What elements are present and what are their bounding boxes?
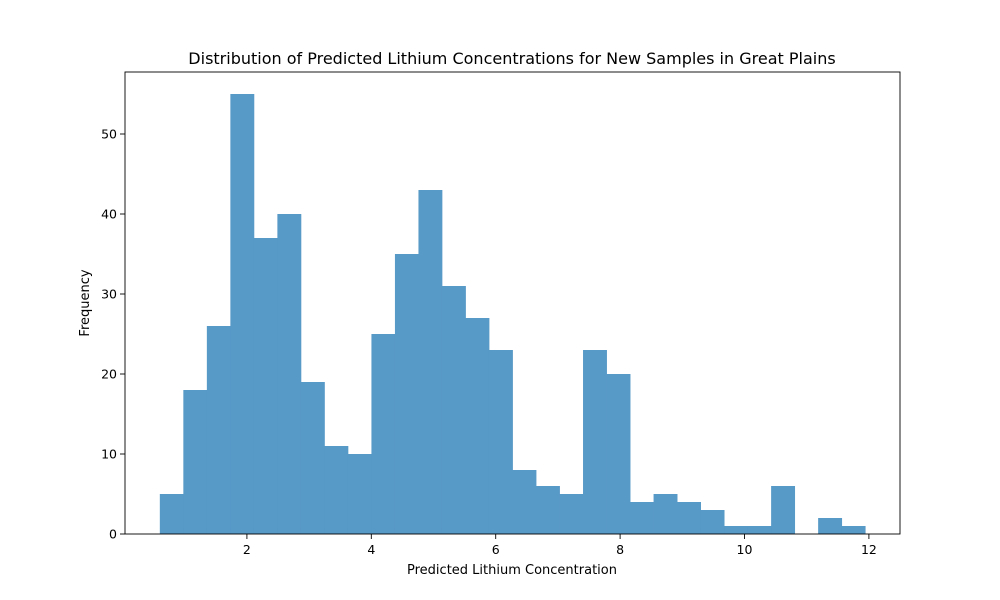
histogram-bar xyxy=(300,382,325,534)
histogram-bar xyxy=(441,286,466,534)
histogram-bar xyxy=(371,334,396,534)
histogram-bar xyxy=(206,326,231,534)
x-axis-label: Predicted Lithium Concentration xyxy=(407,563,617,578)
histogram-bar xyxy=(465,318,490,534)
y-axis-label: Frequency xyxy=(78,269,93,336)
histogram-bar xyxy=(512,470,537,534)
histogram-bar xyxy=(159,494,184,534)
histogram-bar xyxy=(277,214,302,534)
histogram-bar xyxy=(583,350,607,534)
histogram-bar xyxy=(747,526,772,534)
histogram-bar xyxy=(606,374,631,534)
histogram-bar xyxy=(418,190,443,534)
histogram-bar xyxy=(536,486,560,534)
y-tick-label: 10 xyxy=(101,447,117,462)
histogram-bar xyxy=(841,526,866,534)
chart-title: Distribution of Predicted Lithium Concen… xyxy=(188,49,835,68)
histogram-bar xyxy=(230,94,255,534)
histogram-bar xyxy=(724,526,749,534)
x-tick-label: 10 xyxy=(737,542,753,557)
y-tick-label: 30 xyxy=(101,287,117,302)
x-tick-label: 8 xyxy=(616,542,624,557)
histogram-bar xyxy=(347,454,372,534)
y-tick-label: 20 xyxy=(101,367,117,382)
histogram-bar xyxy=(559,494,584,534)
plot-frame xyxy=(124,71,901,535)
histogram-bar xyxy=(488,350,513,534)
histogram-bar xyxy=(324,446,349,534)
bars xyxy=(159,94,866,534)
histogram-bar xyxy=(630,502,654,534)
x-tick-label: 4 xyxy=(367,542,375,557)
y-axis-ticks: 0 10 20 30 40 50 xyxy=(101,127,125,542)
y-tick-label: 0 xyxy=(109,527,117,542)
x-tick-label: 12 xyxy=(861,542,877,557)
x-tick-label: 2 xyxy=(243,542,251,557)
x-tick-label: 6 xyxy=(492,542,500,557)
histogram-bar xyxy=(700,510,725,534)
x-axis-ticks: 2 4 6 8 10 12 xyxy=(243,534,877,557)
histogram-bar xyxy=(183,390,208,534)
histogram-bar xyxy=(653,494,678,534)
y-tick-label: 40 xyxy=(101,207,117,222)
histogram-bar xyxy=(818,518,843,534)
histogram-bar xyxy=(677,502,701,534)
histogram-bar xyxy=(394,254,419,534)
y-tick-label: 50 xyxy=(101,127,117,142)
histogram-bar xyxy=(771,486,796,534)
histogram-bar xyxy=(253,238,278,534)
